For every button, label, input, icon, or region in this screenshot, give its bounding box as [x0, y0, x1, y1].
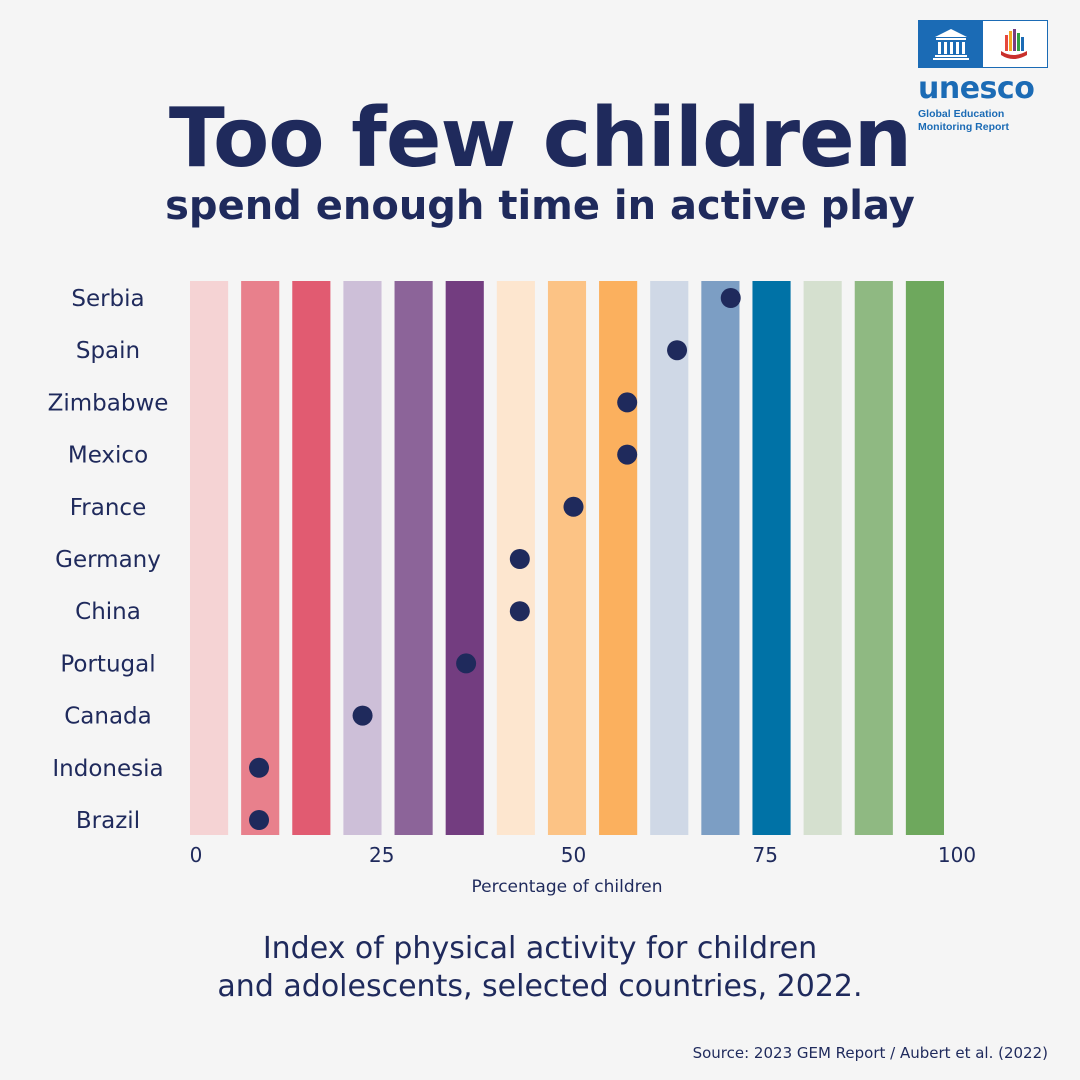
gem-report-icon [983, 21, 1047, 67]
x-tick-label: 75 [753, 843, 778, 867]
color-band [547, 281, 587, 835]
color-band [854, 281, 893, 835]
data-point [563, 496, 584, 517]
caption-line2: and adolescents, selected countries, 202… [217, 969, 863, 1004]
data-point [509, 549, 530, 569]
color-bands [190, 281, 944, 835]
temple-icon [919, 21, 983, 67]
country-label: France [70, 495, 146, 521]
data-point [249, 757, 270, 778]
color-band [701, 281, 740, 835]
color-band [292, 281, 331, 835]
data-point [352, 705, 373, 726]
logo-subtitle-line2: Monitoring Report [918, 121, 1009, 133]
country-label: Brazil [76, 808, 140, 834]
logo-subtitle-line1: Global Education [918, 108, 1005, 120]
color-band [599, 281, 638, 835]
logo-emblem [918, 20, 1048, 68]
country-label: Mexico [68, 443, 148, 469]
country-label: Spain [76, 338, 140, 364]
page-title: Too few children [168, 91, 912, 186]
color-band [241, 281, 280, 835]
data-point [617, 444, 638, 465]
x-axis-ticks: 0 25 50 75 100 [190, 843, 976, 867]
color-band [650, 281, 689, 835]
country-label: Germany [55, 547, 161, 573]
data-points [249, 288, 741, 830]
country-label: China [75, 599, 141, 625]
x-tick-label: 0 [190, 843, 203, 867]
country-label: Indonesia [52, 756, 163, 782]
color-band [752, 281, 791, 835]
country-label: Portugal [60, 651, 155, 677]
color-band [343, 281, 382, 835]
country-labels: Serbia Spain Zimbabwe Mexico France Germany Ch… [48, 286, 169, 834]
color-band [905, 281, 944, 835]
color-band [803, 281, 842, 835]
page-subtitle: spend enough time in active play [165, 183, 915, 229]
x-tick-label: 100 [938, 843, 976, 867]
logo-wordmark: unesco [918, 71, 1035, 106]
x-tick-label: 50 [561, 843, 586, 867]
chart-caption: Index of physical activity for children … [0, 930, 1080, 1006]
data-point [617, 392, 638, 413]
x-axis-label: Percentage of children [471, 877, 662, 897]
data-point [456, 653, 477, 674]
logo-subtitle: Global Education Monitoring Report [918, 108, 1050, 134]
x-tick-label: 25 [369, 843, 394, 867]
country-label: Serbia [71, 286, 144, 312]
country-label: Canada [64, 704, 152, 730]
dot-chart: Serbia Spain Zimbabwe Mexico France Germany Ch… [48, 281, 976, 897]
data-point [249, 810, 270, 830]
caption-line1: Index of physical activity for children [262, 931, 818, 966]
country-label: Zimbabwe [48, 390, 169, 416]
data-point [509, 601, 530, 622]
data-point [720, 288, 741, 308]
unesco-logo: unesco Global Education Monitoring Repor… [918, 20, 1050, 134]
source-note: Source: 2023 GEM Report / Aubert et al. … [692, 1044, 1048, 1062]
data-point [667, 340, 688, 361]
color-band [190, 281, 229, 835]
color-band [445, 281, 484, 835]
color-band [394, 281, 433, 835]
